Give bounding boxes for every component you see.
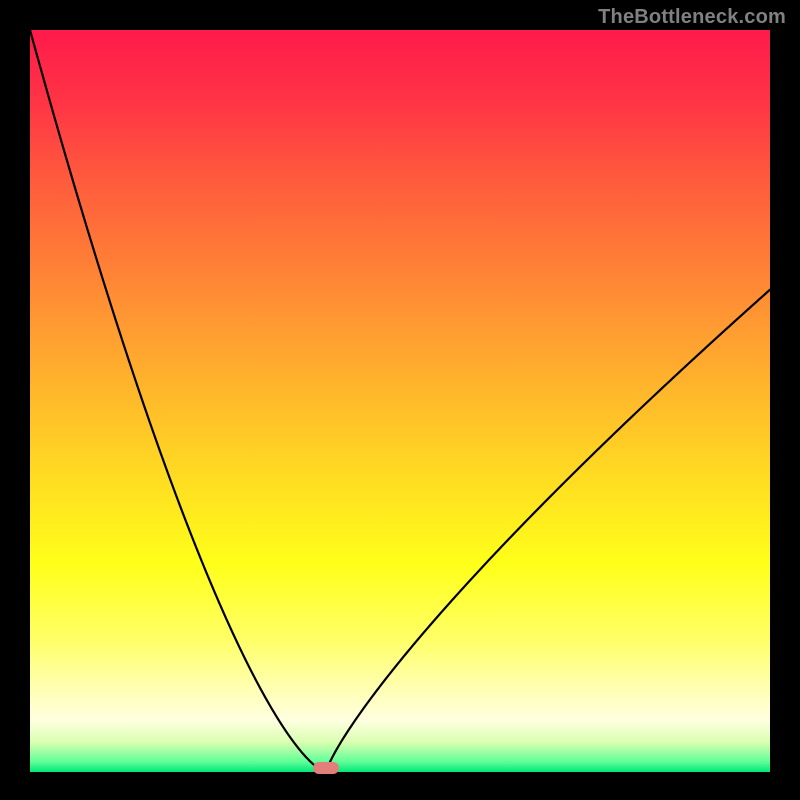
watermark-text: TheBottleneck.com [598,6,786,28]
watermark-label: TheBottleneck.com [598,6,786,29]
figure-root: TheBottleneck.com [0,0,800,800]
bottleneck-marker [313,762,339,774]
bottleneck-curve [0,0,800,800]
